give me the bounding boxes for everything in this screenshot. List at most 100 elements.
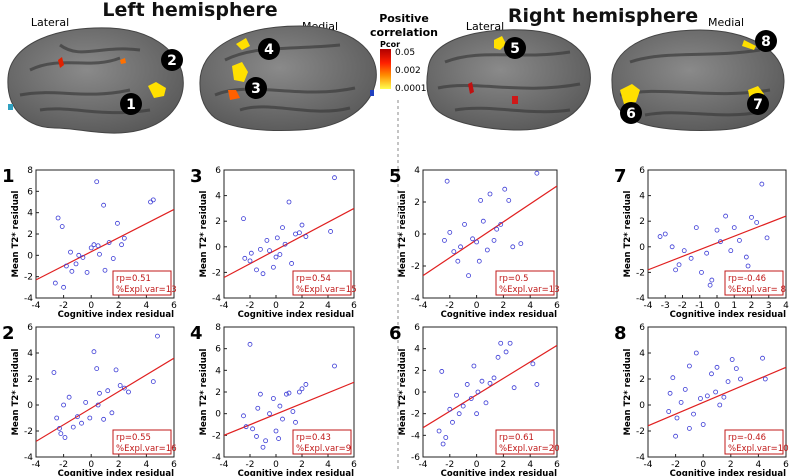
data-point [242, 255, 248, 261]
stats-correlation: rp=0.54 [296, 274, 331, 284]
data-point [714, 364, 720, 370]
data-point [447, 406, 453, 412]
data-point [704, 393, 710, 399]
y-tick-label: 0 [27, 401, 33, 411]
x-tick-label: 2 [116, 460, 122, 470]
data-point [674, 415, 680, 421]
data-point [669, 244, 675, 250]
y-tick-label: 0 [639, 401, 645, 411]
x-tick-label: -4 [644, 460, 653, 470]
data-point [476, 258, 482, 264]
data-point [484, 247, 490, 253]
data-point [52, 280, 58, 286]
data-point [283, 391, 289, 397]
data-point [84, 269, 90, 275]
data-point [667, 390, 673, 396]
x-axis-label: Cognitive index residual [441, 310, 557, 320]
x-tick-label: 4 [783, 301, 789, 311]
y-tick-label: 0 [414, 230, 420, 240]
y-tick-label: 4 [215, 366, 221, 376]
y-tick-label: 4 [215, 192, 221, 202]
data-point [57, 425, 62, 431]
data-point [299, 386, 305, 392]
data-point [474, 411, 480, 417]
data-point [97, 251, 102, 257]
data-point [657, 234, 663, 239]
y-tick-label: -2 [212, 431, 221, 441]
x-axis-label: Cognitive index residual [58, 310, 174, 320]
data-point [717, 402, 723, 408]
data-point [764, 235, 770, 241]
y-tick-label: 2 [414, 366, 420, 376]
brain-marker-3: 3 [251, 81, 261, 97]
data-point [507, 340, 513, 346]
data-point [495, 354, 501, 360]
data-point [61, 402, 66, 408]
data-point [511, 385, 517, 391]
data-point [693, 225, 699, 231]
data-point [754, 220, 760, 225]
data-point [273, 428, 279, 434]
y-tick-label: -4 [212, 453, 221, 463]
data-point [63, 263, 69, 269]
x-axis-label: Cognitive index residual [441, 469, 557, 476]
y-tick-label: 0 [215, 410, 221, 420]
y-tick-label: 6 [639, 166, 645, 176]
data-point [73, 261, 79, 267]
data-point [296, 230, 302, 236]
data-point [707, 282, 713, 288]
y-tick-label: -4 [24, 453, 33, 463]
data-point [729, 357, 735, 362]
panel-number: 6 [389, 323, 402, 344]
y-tick-label: 2 [27, 230, 33, 240]
data-point [745, 263, 751, 269]
data-point [728, 248, 734, 254]
data-point [87, 415, 93, 421]
data-point [713, 389, 719, 395]
y-tick-label: 6 [27, 323, 33, 333]
data-point [303, 382, 309, 387]
stats-correlation: rp=0.5 [499, 274, 529, 284]
data-point [282, 241, 288, 247]
y-tick-label: 6 [414, 323, 420, 333]
y-tick-label: 0 [639, 243, 645, 253]
data-point [455, 258, 461, 264]
stats-explained-variance: %Expl.var=13 [499, 285, 560, 295]
stats-explained-variance: %Expl.var=16 [116, 444, 177, 454]
y-tick-label: -6 [411, 453, 420, 463]
data-point [277, 403, 283, 409]
y-tick-label: -4 [411, 294, 420, 304]
data-point [68, 249, 73, 255]
stats-box [724, 429, 784, 455]
scatter-plot-4: -4 -2 0 2 4 6 -4 -2 0 2 4 6 8 Cognitive index residua… [190, 323, 357, 476]
stats-correlation: rp=-0.46 [728, 274, 766, 284]
brain-marker-8: 8 [761, 34, 771, 50]
data-point [483, 400, 489, 406]
data-point [518, 241, 524, 247]
data-point [115, 220, 120, 226]
stats-correlation: rp=-0.46 [728, 433, 766, 443]
data-point [126, 389, 131, 395]
panel-number: 2 [2, 323, 15, 344]
fit-line [224, 381, 354, 436]
brain-marker-7: 7 [753, 97, 763, 113]
brain-left-medial [199, 25, 377, 131]
y-axis-label: Mean T2* residual [398, 349, 408, 436]
y-tick-label: -4 [212, 294, 221, 304]
y-tick-label: -2 [24, 427, 33, 437]
data-point [247, 341, 253, 347]
y-tick-label: 4 [414, 345, 420, 355]
data-point [101, 416, 107, 422]
data-point [119, 242, 124, 248]
data-point [260, 444, 266, 450]
scatter-plot-7: -4 -3 -2 -1 0 1 2 3 4 -4 -2 0 2 4 6 Cognitive index res… [614, 166, 789, 320]
data-point [80, 255, 86, 260]
data-point [105, 388, 111, 394]
x-tick-label: 4 [144, 460, 150, 470]
data-point [277, 252, 283, 257]
y-tick-label: 4 [639, 192, 645, 202]
y-tick-label: -2 [636, 427, 645, 437]
